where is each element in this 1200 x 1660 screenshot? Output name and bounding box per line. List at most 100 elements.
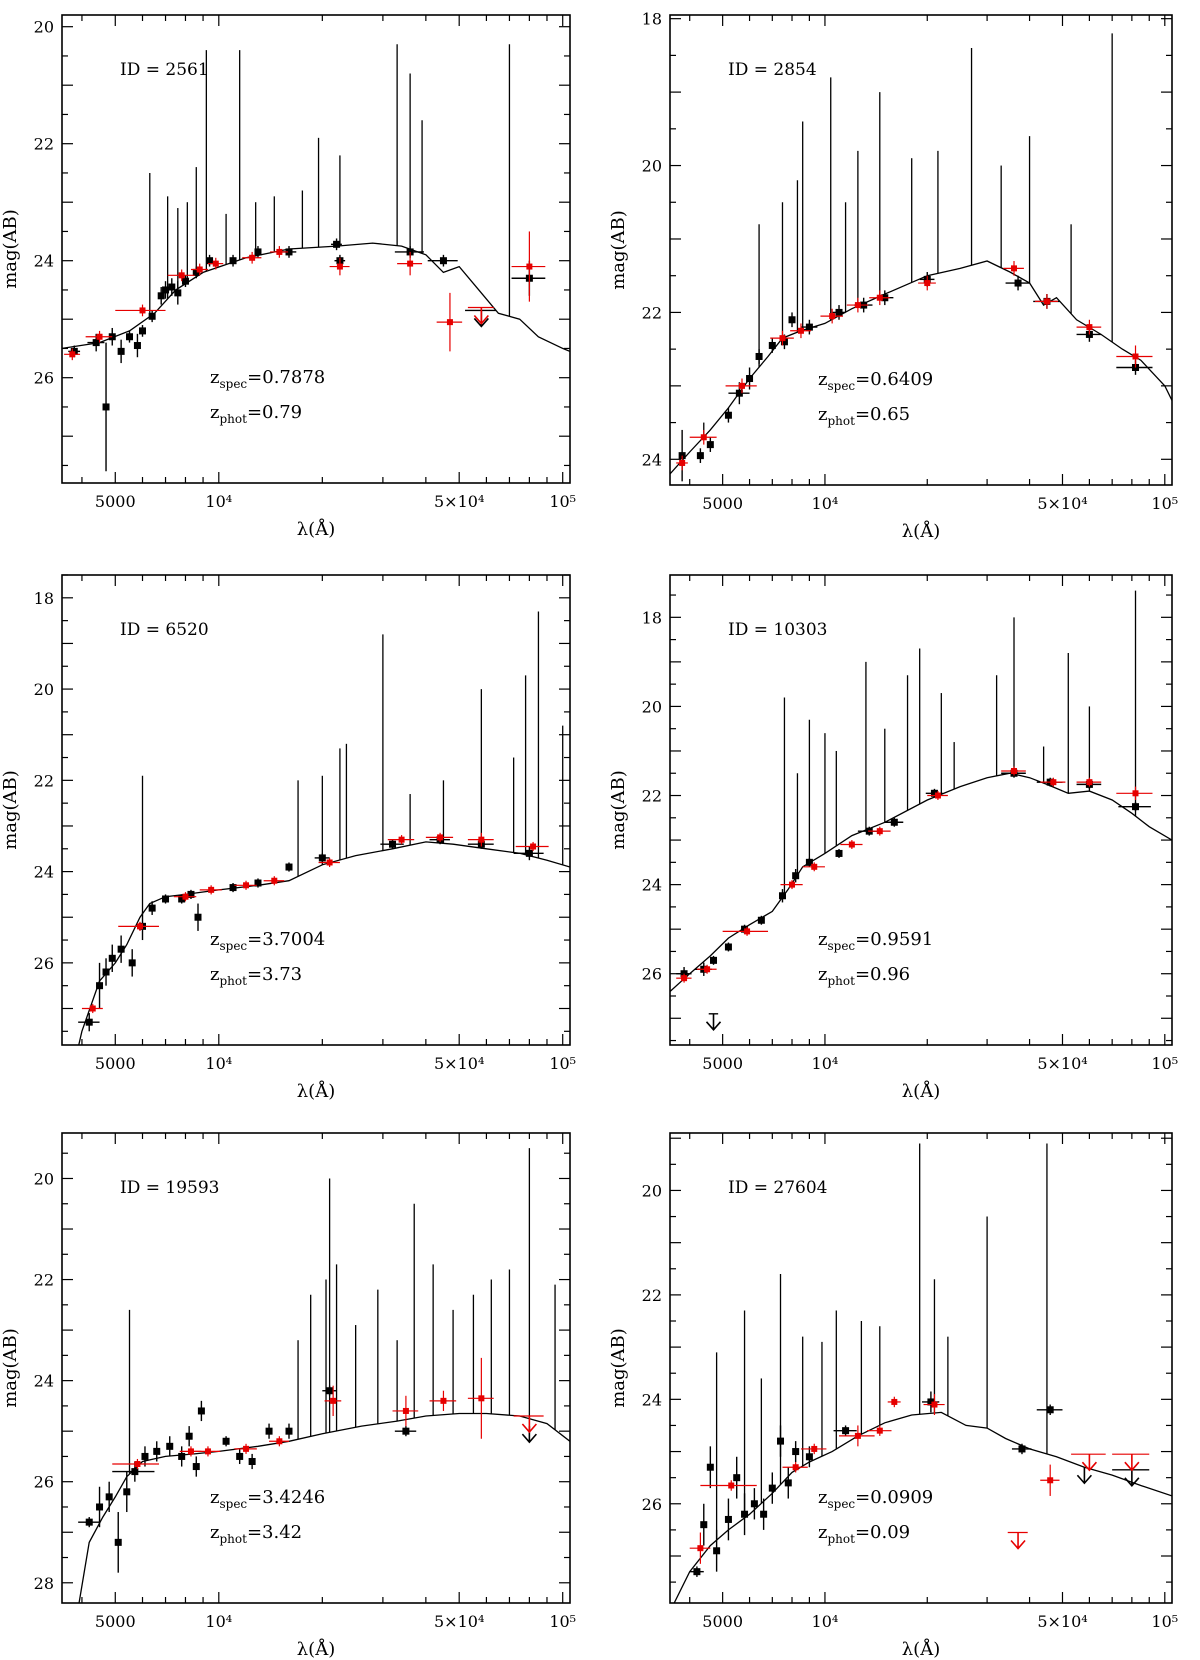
black-photometry-point xyxy=(333,240,341,248)
x-axis-label: λ(Å) xyxy=(297,1080,335,1102)
red-photometry-point xyxy=(1011,265,1018,272)
black-photometry-point xyxy=(792,872,800,880)
red-photometry-point xyxy=(738,382,745,389)
y-tick-label: 20 xyxy=(642,1181,662,1200)
red-photometry-point xyxy=(1086,779,1093,786)
object-id-label: ID = 2854 xyxy=(728,60,817,80)
black-upper-limit-arrow xyxy=(1076,1467,1093,1485)
z-spec-label-subscript: spec xyxy=(827,379,855,393)
z-spec-label: zspec=3.7004 xyxy=(210,929,325,953)
red-photometry-point xyxy=(326,859,333,866)
red-photometry-point xyxy=(797,327,804,334)
black-photometry-point xyxy=(285,1427,293,1435)
black-photometry-point xyxy=(805,858,813,866)
z-spec-label-value: =0.0909 xyxy=(855,1487,933,1508)
z-spec-label-symbol: z xyxy=(210,367,219,388)
black-photometry-point xyxy=(1014,279,1022,287)
x-tick-label: 5000 xyxy=(95,1612,136,1631)
red-photometry-point xyxy=(934,792,941,799)
y-tick-label: 26 xyxy=(34,1473,54,1492)
black-photometry-point xyxy=(254,879,262,887)
black-photometry-point xyxy=(92,339,100,347)
z-spec-label-symbol: z xyxy=(210,929,219,950)
z-phot-label-value: =0.79 xyxy=(247,402,302,423)
black-photometry-point xyxy=(174,289,182,297)
y-tick-label: 26 xyxy=(34,369,54,388)
z-phot-label-symbol: z xyxy=(818,1522,827,1543)
x-tick-label: 10⁴ xyxy=(812,494,839,513)
black-photometry-point xyxy=(835,308,843,316)
z-spec-label-value: =3.4246 xyxy=(247,1487,325,1508)
black-photometry-point xyxy=(1046,1406,1054,1414)
z-phot-label: zphot=0.09 xyxy=(818,1522,910,1546)
y-tick-label: 24 xyxy=(34,252,54,271)
black-photometry-point xyxy=(805,323,813,331)
x-tick-label: 10⁵ xyxy=(1151,1612,1178,1631)
model-sed-curve xyxy=(78,1412,570,1603)
object-id-label: ID = 2561 xyxy=(120,60,209,80)
black-photometry-point xyxy=(185,1432,193,1440)
red-photometry-point xyxy=(789,881,796,888)
z-phot-label-symbol: z xyxy=(210,402,219,423)
y-axis-label: mag(AB) xyxy=(608,210,629,290)
plot-frame xyxy=(669,574,1173,1046)
x-axis-label: λ(Å) xyxy=(902,520,940,542)
model-sed-curve xyxy=(673,1411,1172,1603)
red-photometry-point xyxy=(924,280,931,287)
red-photometry-point xyxy=(249,254,256,261)
x-tick-label: 10⁴ xyxy=(205,1612,232,1631)
black-photometry-point xyxy=(750,1500,758,1508)
black-photometry-point xyxy=(706,441,714,449)
x-tick-label: 10⁵ xyxy=(549,1612,576,1631)
z-phot-label-value: =3.73 xyxy=(247,964,302,985)
red-photometry-point xyxy=(700,434,707,441)
black-photometry-point xyxy=(1132,803,1140,811)
z-phot-label: zphot=0.96 xyxy=(818,964,910,988)
object-id-label: ID = 6520 xyxy=(120,620,209,640)
red-photometry-point xyxy=(854,302,861,309)
z-phot-label-value: =0.96 xyxy=(855,964,910,985)
x-axis-label: λ(Å) xyxy=(297,518,335,540)
z-phot-label-symbol: z xyxy=(818,964,827,985)
z-spec-label-value: =0.7878 xyxy=(247,367,325,388)
red-photometry-point xyxy=(697,1545,704,1552)
red-upper-limit-arrow xyxy=(473,307,489,325)
y-tick-label: 18 xyxy=(34,589,54,608)
red-upper-limit-arrow xyxy=(1124,1454,1140,1472)
black-photometry-point xyxy=(148,904,156,912)
z-phot-label: zphot=0.79 xyxy=(210,402,302,426)
black-photometry-point xyxy=(96,1503,104,1511)
y-tick-label: 22 xyxy=(642,1286,662,1305)
plot-area xyxy=(78,1148,570,1603)
y-tick-label: 24 xyxy=(34,863,54,882)
red-photometry-point xyxy=(69,351,76,358)
z-phot-label-subscript: phot xyxy=(219,974,247,988)
y-tick-label: 22 xyxy=(34,1271,54,1290)
black-photometry-point xyxy=(178,895,186,903)
black-photometry-point xyxy=(285,863,293,871)
black-photometry-point xyxy=(724,411,732,419)
red-photometry-point xyxy=(208,886,215,893)
black-photometry-point xyxy=(389,840,397,848)
sed-panel-27604: 20 22 24 26 5000 10⁴ 5×10⁴ 10⁵ λ(Å) mag(AB) ID = 2… xyxy=(608,1132,1178,1660)
red-photometry-point xyxy=(876,828,883,835)
red-photometry-point xyxy=(196,266,203,273)
black-photometry-point xyxy=(166,1442,174,1450)
plot-frame xyxy=(669,14,1173,486)
red-photometry-point xyxy=(1047,1477,1054,1484)
black-photometry-point xyxy=(710,956,718,964)
model-sed-curve xyxy=(78,841,570,1045)
z-spec-label-value: =3.7004 xyxy=(247,929,325,950)
red-photometry-point xyxy=(1132,790,1139,797)
black-photometry-point xyxy=(735,389,743,397)
z-spec-label-subscript: spec xyxy=(219,939,247,953)
z-phot-label-subscript: phot xyxy=(219,412,247,426)
black-photometry-point xyxy=(890,818,898,826)
black-photometry-point xyxy=(780,338,788,346)
black-photometry-point xyxy=(162,286,170,294)
x-axis-label: λ(Å) xyxy=(902,1080,940,1102)
red-photometry-point xyxy=(792,1464,799,1471)
black-photometry-point xyxy=(96,982,104,990)
z-phot-label: zphot=0.65 xyxy=(818,404,910,428)
z-phot-label-subscript: phot xyxy=(827,1532,855,1546)
